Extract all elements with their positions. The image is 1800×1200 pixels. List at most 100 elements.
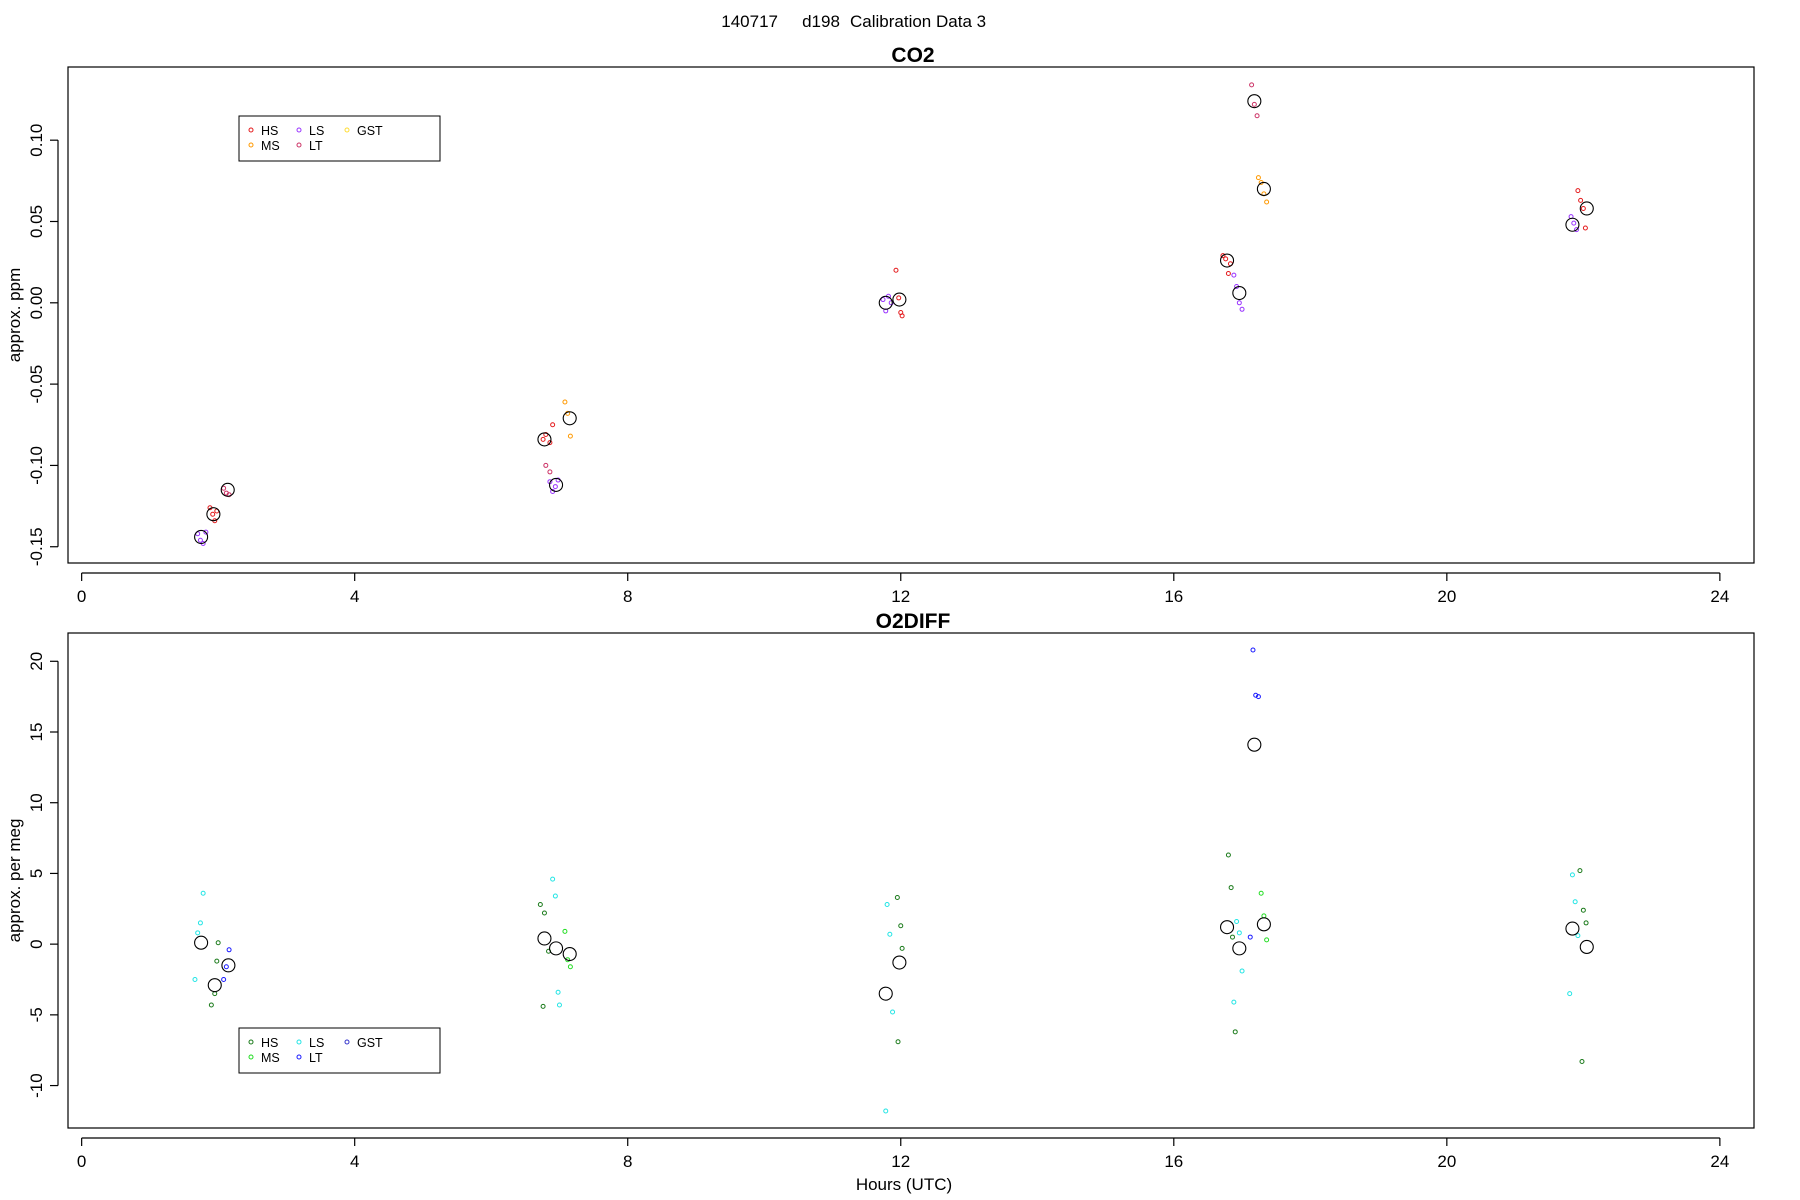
co2-y-axis-label: approx. ppm [5,268,24,363]
o2diff-legend-marker-lt [296,1054,302,1060]
co2-legend-label-lt: LT [309,139,323,153]
o2diff-point-ls [884,902,890,908]
co2-y-tick-label: 0.00 [27,286,46,319]
o2diff-point-hs [1225,852,1231,858]
co2-point-hs [210,511,216,517]
o2diff-legend-marker-hs [248,1039,254,1045]
o2diff-point-lt [1247,934,1253,940]
o2diff-point-ls [1572,899,1578,905]
o2diff-point-mean [562,946,577,962]
o2diff-x-tick-label: 20 [1437,1152,1456,1171]
co2-legend-label-gst: GST [357,124,383,138]
o2diff-point-ls [195,930,201,936]
o2diff-x-tick-label: 0 [77,1152,86,1171]
o2diff-point-ms [1264,937,1270,943]
co2-point-lt [1254,113,1260,119]
co2-point-ms [1264,199,1270,205]
co2-x-tick-label: 24 [1710,587,1729,606]
o2diff-point-mean [549,941,564,956]
co2-point-mean [1219,253,1235,268]
o2diff-point-ls [887,931,893,937]
co2-point-ls [1231,272,1237,278]
co2-point-ls [1239,306,1245,312]
o2diff-y-tick-label: -10 [27,1073,46,1098]
co2-legend-marker-lt [296,142,302,148]
o2diff-title: O2DIFF [876,610,951,633]
o2diff-y-tick-label: 20 [27,652,46,671]
co2-point-mean [206,507,221,522]
co2-point-mean [220,482,235,497]
co2-point-hs [899,313,905,319]
o2diff-point-hs [895,1039,901,1045]
co2-y-tick-label: -0.10 [27,446,46,485]
o2diff-point-ls [550,876,556,882]
o2diff-x-tick-label: 4 [350,1152,359,1171]
o2diff-point-ls [1567,991,1573,997]
o2diff-legend-marker-gst [344,1039,350,1045]
co2-point-hs [540,436,546,442]
o2diff-legend-label-lt: LT [309,1051,323,1065]
o2diff-point-hs [212,991,218,997]
co2-legend-box [238,115,441,162]
co2-point-ls [880,297,886,303]
x-axis-label: Hours (UTC) [856,1175,952,1194]
co2-point-ls [197,537,203,543]
co2-point-ls [1571,220,1577,226]
co2-point-ls [1574,227,1580,233]
o2diff-legend-box [238,1027,441,1074]
co2-point-lt [547,469,553,475]
co2-y-tick-label: 0.10 [27,124,46,157]
o2diff-point-lt [223,964,229,970]
o2diff-point-hs [1228,885,1234,891]
co2-point-mean [1232,285,1247,301]
o2diff-point-ms [567,964,573,970]
o2diff-point-mean [878,986,893,1001]
co2-point-hs [1220,253,1226,259]
co2-point-hs [1580,205,1586,211]
co2-x-tick-label: 4 [350,587,359,606]
co2-point-lt [543,462,549,468]
o2diff-point-ls [197,920,203,926]
co2-legend-label-ls: LS [309,124,324,138]
co2-y-tick-label: 0.05 [27,205,46,238]
o2diff-legend-label-gst: GST [357,1036,383,1050]
o2diff-y-tick-label: 10 [27,793,46,812]
co2-point-ms [567,433,573,439]
o2diff-point-ls [890,1009,896,1015]
o2diff-point-hs [1583,920,1589,926]
co2-point-mean [1247,94,1262,109]
co2-legend-marker-ms [248,142,254,148]
o2diff-legend-label-ls: LS [309,1036,324,1050]
co2-point-mean [878,295,893,310]
o2diff-y-tick-label: -5 [27,1007,46,1022]
o2diff-point-ls [556,1002,562,1008]
o2diff-point-ls [1239,968,1245,974]
o2diff-point-hs [541,910,547,916]
o2diff-point-hs [899,945,905,951]
o2diff-point-mean [207,978,222,993]
o2diff-point-lt [226,947,232,953]
o2diff-x-tick-label: 16 [1164,1152,1183,1171]
co2-point-hs [1578,197,1584,203]
o2diff-point-hs [215,940,221,946]
co2-y-tick-label: -0.15 [27,527,46,566]
o2diff-point-hs [1230,934,1236,940]
o2diff-point-mean [1256,917,1271,932]
co2-legend-marker-gst [344,127,350,133]
o2diff-point-hs [540,1003,546,1009]
o2diff-point-hs [894,894,900,900]
o2diff-point-lt [1255,694,1261,700]
o2diff-point-ls [1575,933,1581,939]
co2-point-hs [893,267,899,273]
co2-panel: CO2 0 4 8 12 16 20 24 -0.15 -0.10 -0.05 0.00 0.05 0.1… [5,44,1755,606]
o2diff-point-hs [214,958,220,964]
co2-point-hs [550,422,556,428]
co2-x-tick-label: 16 [1164,587,1183,606]
co2-point-ls [203,529,209,535]
o2diff-x-tick-label: 12 [891,1152,910,1171]
o2diff-point-hs [898,923,904,929]
o2diff-point-hs [1232,1029,1238,1035]
